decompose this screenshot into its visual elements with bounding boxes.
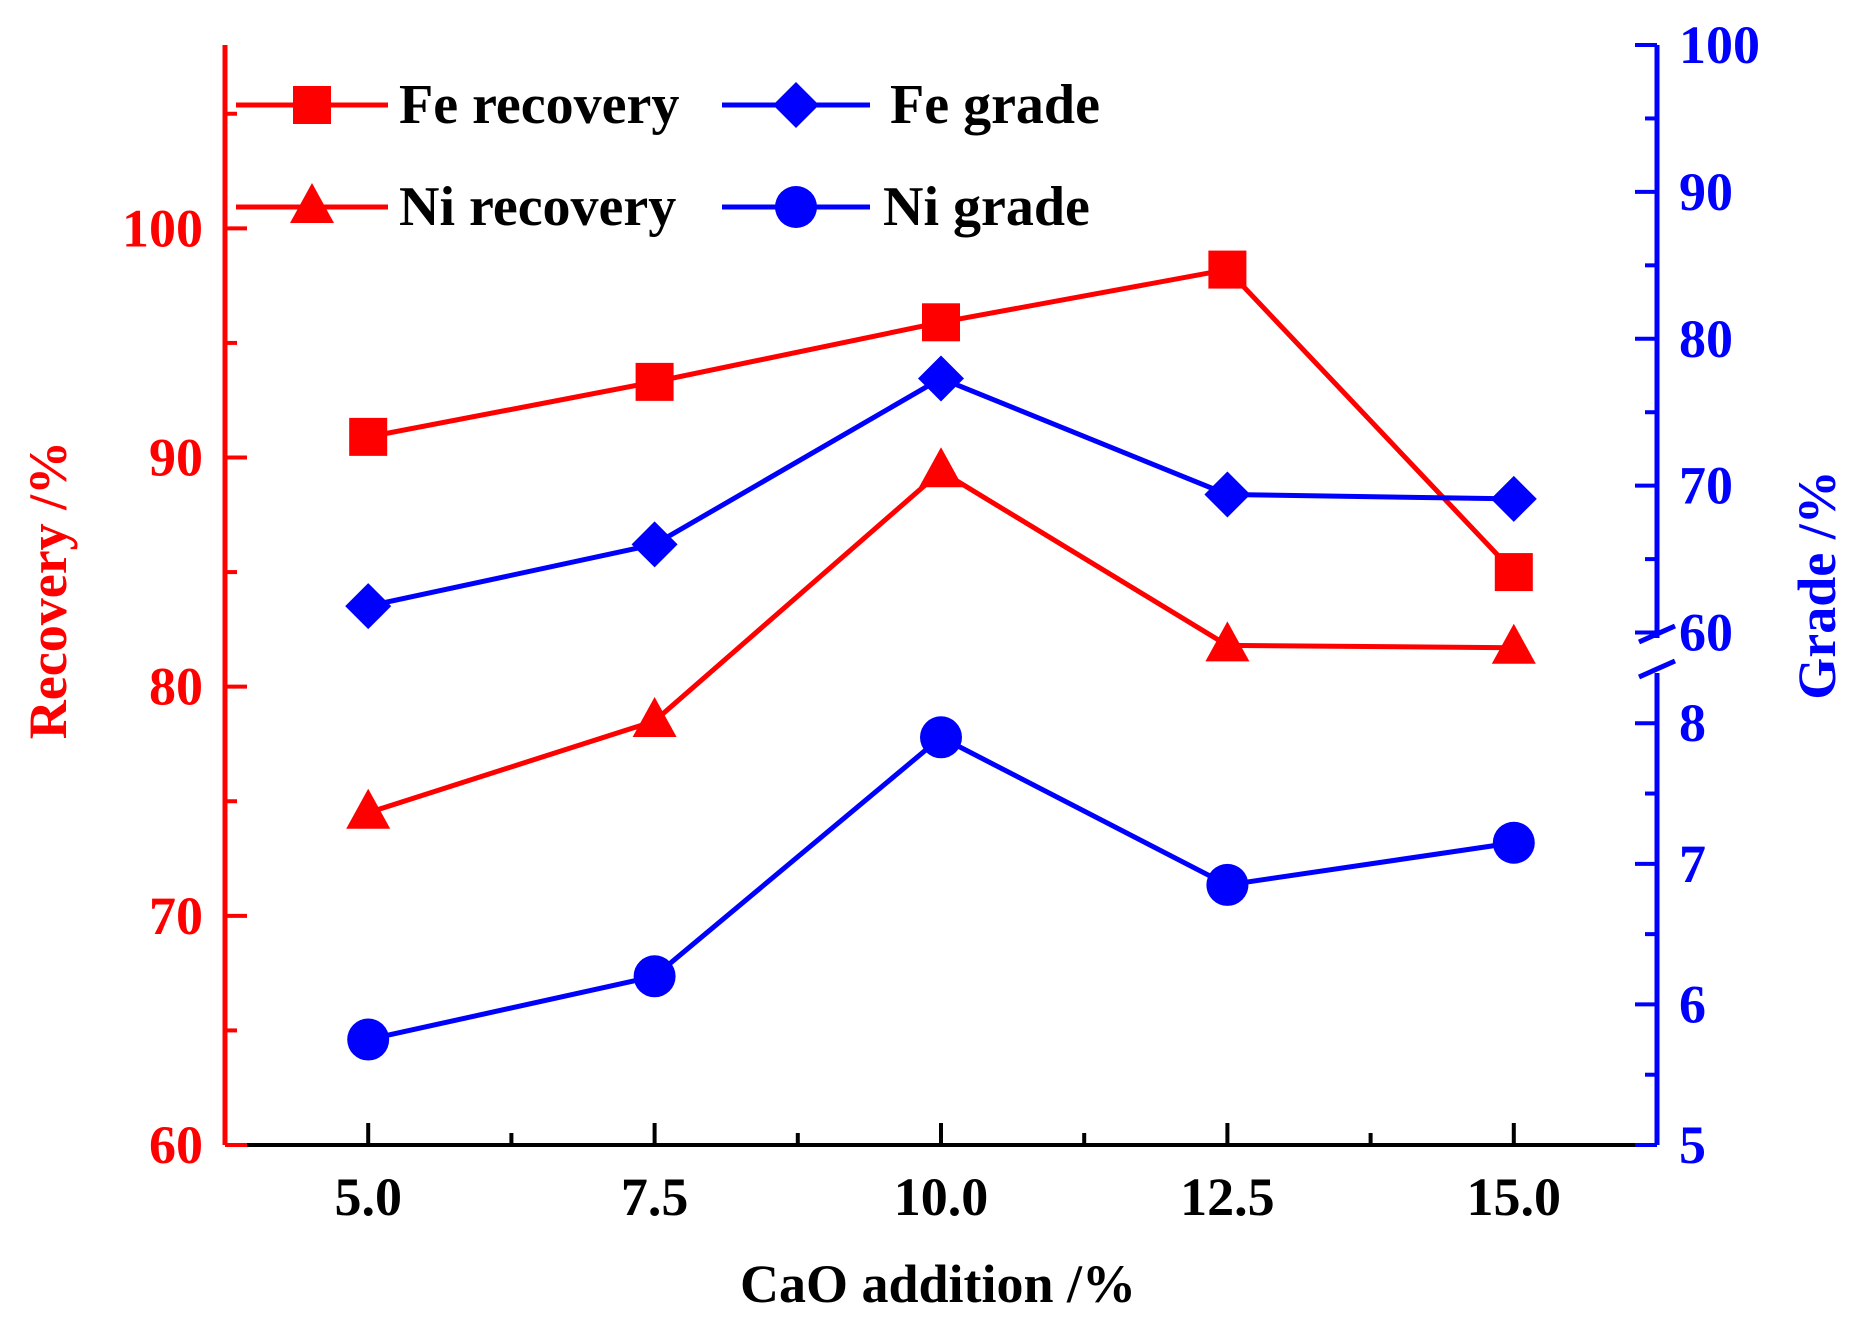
legend-marker [290,183,334,223]
right-tick-label: 6 [1679,974,1706,1034]
left-axis-label: Recovery /% [18,441,78,739]
ni-grade-point [920,716,962,759]
legend-marker [293,86,331,124]
legend: Fe recovery Fe grade Ni recovery Ni grade [236,74,1100,238]
right-tick-label: 7 [1679,834,1706,894]
legend-label: Ni grade [883,176,1090,238]
ni-recovery-point [346,788,391,829]
fe-grade-point [918,355,964,402]
fe-recovery-point [635,362,674,401]
fe-recovery-point [349,417,388,456]
series-fe-recovery [349,250,1533,592]
left-tick-label: 80 [149,657,203,717]
x-axis-label: CaO addition /% [740,1254,1136,1314]
x-tick-label: 15.0 [1467,1167,1562,1227]
fe-recovery-point [922,303,960,342]
series-ni-recovery [346,447,1536,829]
right-tick-label: 80 [1679,309,1733,369]
series-ni-grade [347,716,1535,1061]
ni-grade-point [347,1018,390,1061]
right-tick-label: 8 [1679,693,1706,753]
right-tick-label: 5 [1679,1115,1706,1175]
right-tick-label: 90 [1679,162,1733,222]
fe-grade-point [345,583,392,630]
x-tick-label: 10.0 [894,1167,989,1227]
x-tick-label: 7.5 [621,1167,689,1227]
fe-grade-point [1204,471,1251,518]
legend-label: Fe recovery [399,74,679,136]
ni-grade-point [1492,821,1535,864]
fe-grade-point [631,521,678,568]
ni-grade-point [633,955,676,998]
series-fe-grade [345,355,1537,630]
fe-recovery-point [1494,553,1533,592]
legend-item-fe-grade: Fe grade [722,74,1100,136]
left-tick-label: 100 [122,198,203,258]
legend-item-ni-grade: Ni grade [722,176,1090,238]
legend-label: Ni recovery [399,176,676,238]
legend-label: Fe grade [890,74,1100,136]
x-tick-label: 5.0 [334,1167,402,1227]
legend-marker [775,186,817,228]
legend-item-fe-recovery: Fe recovery [236,74,679,136]
x-tick-label: 12.5 [1180,1167,1275,1227]
ni-recovery-point [919,447,963,488]
axes-layer: 60 70 80 90 100 5.0 7.5 10.0 12.5 15.0 60 70 80 90 100… [122,15,1760,1227]
ni-recovery-point [1491,623,1536,664]
right-tick-label: 100 [1679,15,1760,75]
right-tick-label: 60 [1679,603,1733,663]
legend-marker [773,82,819,128]
series-layer [345,250,1537,1061]
legend-item-ni-recovery: Ni recovery [236,176,676,238]
fe-grade-point [1490,475,1537,522]
left-tick-label: 90 [149,428,203,488]
right-axis-label: Grade /% [1787,470,1847,699]
ni-grade-line [367,734,1515,1042]
ni-recovery-line [367,468,1514,816]
axis-break-mark-bottom [1637,658,1677,680]
ni-grade-point [1206,863,1249,906]
ni-recovery-point [632,697,677,738]
left-tick-label: 60 [149,1115,203,1175]
fe-grade-line [367,375,1514,609]
fe-recovery-point [1208,250,1247,289]
right-tick-label: 70 [1679,456,1733,516]
left-tick-label: 70 [149,886,203,946]
ni-recovery-point [1205,621,1250,662]
